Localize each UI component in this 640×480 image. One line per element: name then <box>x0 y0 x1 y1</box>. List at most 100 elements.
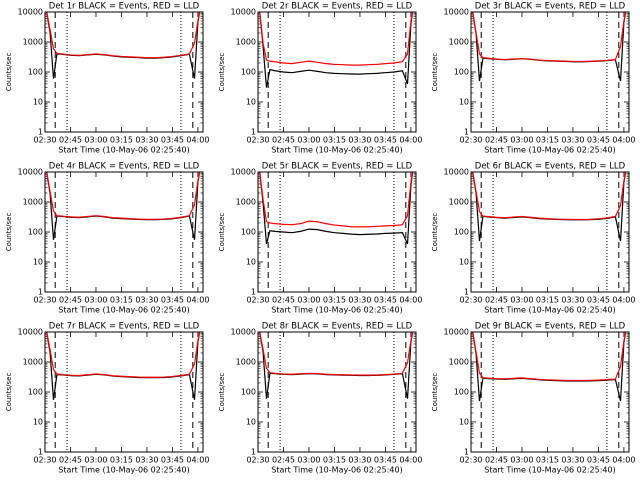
chart-title: Det 7r BLACK = Events, RED = LLD <box>49 322 200 332</box>
series-line <box>472 172 627 242</box>
x-tick-label: 03:45 <box>161 296 184 305</box>
y-tick-label: 100 <box>454 228 469 237</box>
y-tick-label: 10000 <box>18 8 43 17</box>
x-tick-label: 03:30 <box>135 296 158 305</box>
chart-title: Det 1r BLACK = Events, RED = LLD <box>49 2 200 12</box>
chart-title: Det 6r BLACK = Events, RED = LLD <box>475 162 626 172</box>
plot-frame <box>257 331 417 453</box>
x-axis-label: Start Time (10-May-06 02:25:40) <box>58 466 189 475</box>
y-tick-label: 10 <box>246 418 256 427</box>
plot-frame <box>44 171 204 293</box>
y-tick-label: 1000 <box>236 198 256 207</box>
x-axis-label: Start Time (10-May-06 02:25:40) <box>58 146 189 155</box>
x-tick-label: 03:30 <box>561 456 584 465</box>
x-tick-label: 03:00 <box>297 296 320 305</box>
plot-frame <box>470 331 630 453</box>
x-tick-label: 03:15 <box>323 456 346 465</box>
y-tick-label: 10000 <box>444 168 469 177</box>
y-tick-label: 1 <box>464 288 469 297</box>
x-tick-label: 02:30 <box>246 456 269 465</box>
x-tick-label: 02:30 <box>33 136 56 145</box>
panel: Det 1r BLACK = Events, RED = LLD Start Ti… <box>5 2 209 155</box>
y-axis-label: Counts/sec <box>218 213 226 252</box>
series-line <box>259 12 414 66</box>
x-tick-label: 03:30 <box>135 456 158 465</box>
y-tick-label: 1000 <box>23 358 43 367</box>
series-line <box>46 12 201 59</box>
series-line <box>46 172 201 240</box>
y-axis-label: Counts/sec <box>5 53 13 92</box>
y-tick-label: 1 <box>464 448 469 457</box>
x-tick-label: 03:30 <box>561 296 584 305</box>
series-line <box>472 332 627 382</box>
x-tick-label: 04:00 <box>612 296 635 305</box>
x-tick-label: 03:00 <box>84 456 107 465</box>
x-tick-label: 03:00 <box>297 456 320 465</box>
x-tick-label: 03:45 <box>161 456 184 465</box>
x-tick-label: 03:15 <box>536 456 559 465</box>
y-tick-label: 10 <box>33 258 43 267</box>
y-tick-label: 100 <box>454 68 469 77</box>
y-axis-label: Counts/sec <box>431 53 439 92</box>
x-tick-label: 03:45 <box>587 456 610 465</box>
chart-title: Det 2r BLACK = Events, RED = LLD <box>262 2 413 12</box>
series-line <box>46 332 201 400</box>
x-tick-label: 02:45 <box>272 456 295 465</box>
x-axis-label: Start Time (10-May-06 02:25:40) <box>484 466 615 475</box>
x-tick-label: 02:30 <box>459 456 482 465</box>
x-tick-label: 03:15 <box>110 136 133 145</box>
series-line <box>472 12 627 63</box>
y-tick-label: 1000 <box>449 198 469 207</box>
x-axis-label: Start Time (10-May-06 02:25:40) <box>484 146 615 155</box>
x-tick-label: 02:45 <box>272 296 295 305</box>
y-tick-label: 10000 <box>18 168 43 177</box>
x-tick-label: 04:00 <box>399 136 422 145</box>
y-tick-label: 1 <box>251 288 256 297</box>
x-tick-label: 03:00 <box>84 296 107 305</box>
x-tick-label: 03:00 <box>297 136 320 145</box>
y-tick-label: 100 <box>28 228 43 237</box>
x-tick-label: 04:00 <box>612 136 635 145</box>
series-line <box>472 172 627 221</box>
x-tick-label: 03:15 <box>110 456 133 465</box>
y-tick-label: 1000 <box>449 38 469 47</box>
y-axis-label: Counts/sec <box>218 373 226 412</box>
y-tick-label: 1 <box>251 128 256 137</box>
x-axis-label: Start Time (10-May-06 02:25:40) <box>484 306 615 315</box>
plot-frame <box>44 331 204 453</box>
x-tick-label: 02:45 <box>485 456 508 465</box>
x-axis-label: Start Time (10-May-06 02:25:40) <box>271 306 402 315</box>
y-tick-label: 10 <box>33 98 43 107</box>
x-tick-label: 03:00 <box>510 456 533 465</box>
x-axis-label: Start Time (10-May-06 02:25:40) <box>58 306 189 315</box>
x-tick-label: 03:15 <box>536 136 559 145</box>
chart-title: Det 9r BLACK = Events, RED = LLD <box>475 322 626 332</box>
x-tick-label: 04:00 <box>186 296 209 305</box>
y-axis-label: Counts/sec <box>5 373 13 412</box>
panel: Det 8r BLACK = Events, RED = LLD Start Ti… <box>218 322 422 475</box>
y-tick-label: 10 <box>459 258 469 267</box>
series-line <box>46 12 201 79</box>
y-tick-label: 10000 <box>444 8 469 17</box>
y-tick-label: 10 <box>246 258 256 267</box>
x-tick-label: 02:30 <box>33 296 56 305</box>
x-tick-label: 02:30 <box>246 296 269 305</box>
series-line <box>46 332 201 378</box>
x-tick-label: 03:15 <box>323 136 346 145</box>
x-tick-label: 02:30 <box>459 136 482 145</box>
x-tick-label: 03:45 <box>374 136 397 145</box>
x-tick-label: 03:45 <box>374 296 397 305</box>
y-tick-label: 100 <box>28 68 43 77</box>
x-tick-label: 03:00 <box>510 296 533 305</box>
x-tick-label: 03:00 <box>84 136 107 145</box>
y-tick-label: 100 <box>241 388 256 397</box>
y-tick-label: 100 <box>241 68 256 77</box>
y-tick-label: 1 <box>251 448 256 457</box>
y-axis-label: Counts/sec <box>431 213 439 252</box>
y-axis-label: Counts/sec <box>218 53 226 92</box>
x-tick-label: 03:45 <box>587 296 610 305</box>
x-tick-label: 03:15 <box>110 296 133 305</box>
x-tick-label: 03:30 <box>348 296 371 305</box>
x-tick-label: 03:15 <box>536 296 559 305</box>
